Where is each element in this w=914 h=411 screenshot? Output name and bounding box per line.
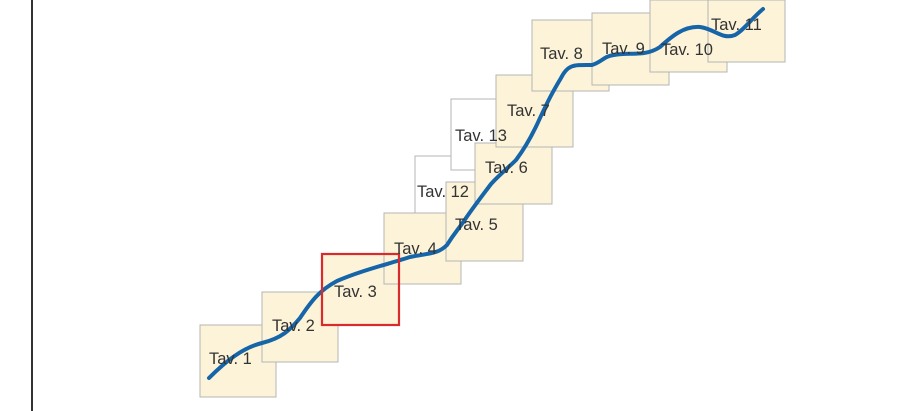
sheet-label-tav-2: Tav. 2 — [272, 317, 315, 335]
map-frame-border — [31, 0, 33, 411]
selected-sheet-outline — [320, 252, 401, 327]
sheet-label-tav-3: Tav. 3 — [334, 283, 377, 301]
sheet-tav-11[interactable] — [707, 0, 786, 63]
sheet-label-tav-1: Tav. 1 — [209, 350, 252, 368]
sheet-label-tav-11: Tav. 11 — [711, 16, 762, 34]
sheet-label-tav-6: Tav. 6 — [485, 159, 528, 177]
sheet-tav-6[interactable] — [474, 142, 553, 205]
filled-sheets-layer — [199, 0, 786, 398]
sheet-label-tav-9: Tav. 9 — [602, 40, 645, 58]
sheet-labels-layer: Tav. 1 Tav. 2 Tav. 3 Tav. 4 Tav. 5 Tav. 6 Tav.… — [209, 16, 762, 368]
sheet-label-tav-5: Tav. 5 — [455, 216, 498, 234]
sheet-label-tav-10: Tav. 10 — [661, 41, 713, 59]
sheet-label-tav-7: Tav. 7 — [507, 102, 550, 120]
sheet-label-tav-13: Tav. 13 — [455, 127, 507, 145]
sheet-label-tav-8: Tav. 8 — [540, 45, 583, 63]
sheet-label-tav-12: Tav. 12 — [417, 183, 469, 201]
selected-sheet-layer — [320, 252, 401, 327]
sheet-label-tav-4: Tav. 4 — [394, 240, 437, 258]
